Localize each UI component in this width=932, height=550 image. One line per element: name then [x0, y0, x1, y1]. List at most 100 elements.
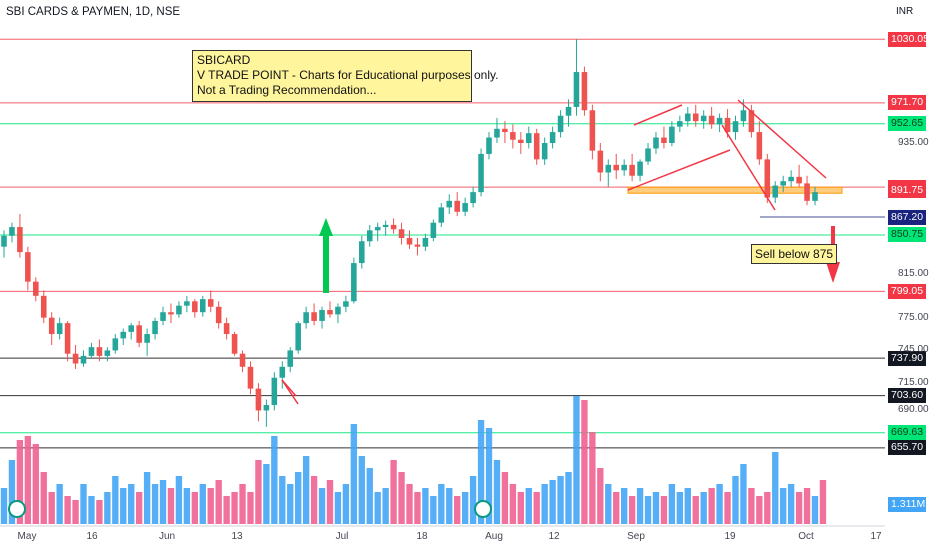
price-level-badge[interactable]: 655.70: [888, 440, 926, 456]
x-tick-label: May: [17, 531, 37, 542]
candle-body: [382, 224, 389, 228]
price-level-badge[interactable]: 737.90: [888, 350, 926, 366]
price-level-badge[interactable]: 1.311M: [888, 497, 926, 512]
x-tick-label: 13: [231, 531, 243, 542]
y-tick-label: 775.00: [898, 311, 929, 323]
tradingview-earnings-icon[interactable]: [8, 500, 26, 518]
volume-bar: [215, 480, 222, 524]
candle-body: [136, 325, 142, 343]
candle-body: [573, 72, 580, 107]
candle-body: [120, 331, 127, 339]
sell-annotation[interactable]: Sell below 875: [751, 244, 838, 264]
price-level-badge[interactable]: 891.75: [888, 182, 926, 198]
candle-body: [311, 312, 317, 321]
price-level-badge[interactable]: 669.63: [888, 425, 926, 441]
candle-body: [581, 72, 588, 111]
candle-body: [692, 113, 699, 122]
x-tick-label: Jul: [335, 531, 349, 542]
volume-bar: [477, 420, 485, 524]
volume-bar: [80, 484, 87, 524]
price-level-badge[interactable]: 850.75: [888, 227, 926, 243]
price-level-badge[interactable]: 952.65: [888, 116, 926, 132]
candle-body: [351, 263, 357, 302]
trend-line: [633, 104, 683, 126]
candle-body: [359, 241, 365, 264]
x-tick-label: Oct: [798, 531, 814, 542]
candle-body: [597, 150, 604, 173]
chart-title: SBI CARDS & PAYMEN, 1D, NSE: [6, 6, 181, 18]
x-tick-label: 18: [416, 531, 428, 542]
volume-bar: [247, 492, 254, 524]
candle-body: [176, 305, 182, 315]
volume-bar: [96, 500, 103, 524]
trend-line: [721, 124, 776, 211]
price-level-badge[interactable]: 703.60: [888, 388, 926, 404]
candle-body: [478, 153, 484, 193]
price-level-badge[interactable]: 867.20: [888, 209, 926, 225]
volume-bar: [708, 488, 715, 524]
candle-body: [406, 237, 413, 245]
candle-body: [168, 312, 174, 315]
earnings-event-icon[interactable]: [474, 500, 492, 518]
y-tick-label: 690.00: [898, 404, 929, 416]
volume-bar: [255, 460, 262, 524]
candle-body: [144, 334, 150, 343]
price-level-badge[interactable]: 799.05: [888, 283, 926, 299]
volume-bar: [366, 468, 373, 524]
volume-bar: [0, 488, 8, 524]
volume-bar: [605, 484, 612, 524]
price-level-badge[interactable]: 971.70: [888, 95, 926, 111]
volume-bar: [175, 476, 183, 524]
volume-bar: [589, 432, 596, 524]
candle-body: [541, 143, 548, 160]
candle-body: [112, 338, 119, 351]
volume-bar: [199, 484, 206, 524]
volume-bar: [48, 492, 55, 524]
volume-bar: [342, 484, 350, 524]
candle-body: [565, 106, 572, 116]
volume-bar: [438, 484, 445, 524]
candle-body: [796, 176, 802, 184]
price-level-badge[interactable]: 1030.05: [888, 31, 929, 47]
volume-bar: [128, 484, 135, 524]
volume-bar: [326, 480, 334, 524]
candle-body: [446, 200, 453, 208]
candle-body: [398, 229, 405, 238]
candle-body: [414, 244, 421, 247]
volume-bar: [517, 492, 524, 524]
annotation-note[interactable]: SBICARD V TRADE POINT - Charts for Educa…: [192, 50, 498, 102]
candle-body: [343, 301, 349, 307]
volume-bar: [628, 496, 636, 524]
volume-bar: [660, 496, 668, 524]
volume-bar: [557, 476, 564, 524]
candle-body: [160, 312, 166, 321]
candle-body: [486, 137, 492, 154]
volume-bar: [795, 492, 803, 524]
volume-bar: [398, 472, 405, 524]
volume-bar: [748, 488, 755, 524]
candle-body: [533, 133, 540, 160]
volume-bar: [461, 492, 469, 524]
candle-body: [605, 164, 612, 173]
candle-body: [231, 334, 238, 354]
candle-body: [772, 185, 779, 198]
candle-body: [390, 224, 397, 230]
x-tick-label: 17: [870, 531, 882, 542]
x-tick-label: Aug: [485, 531, 503, 542]
trend-line: [737, 99, 827, 179]
volume-bar: [135, 492, 143, 524]
candle-body: [335, 306, 341, 315]
candle-body: [128, 325, 134, 332]
x-tick-label: 19: [724, 531, 736, 542]
volume-bar: [287, 484, 294, 524]
candle-body: [279, 366, 286, 378]
candle-body: [255, 388, 262, 411]
volume-bar: [636, 488, 644, 524]
volume-bar: [454, 496, 461, 524]
volume-bar: [430, 496, 437, 524]
volume-bar: [223, 496, 230, 524]
volume-bar: [159, 480, 167, 524]
candle-body: [430, 222, 437, 238]
